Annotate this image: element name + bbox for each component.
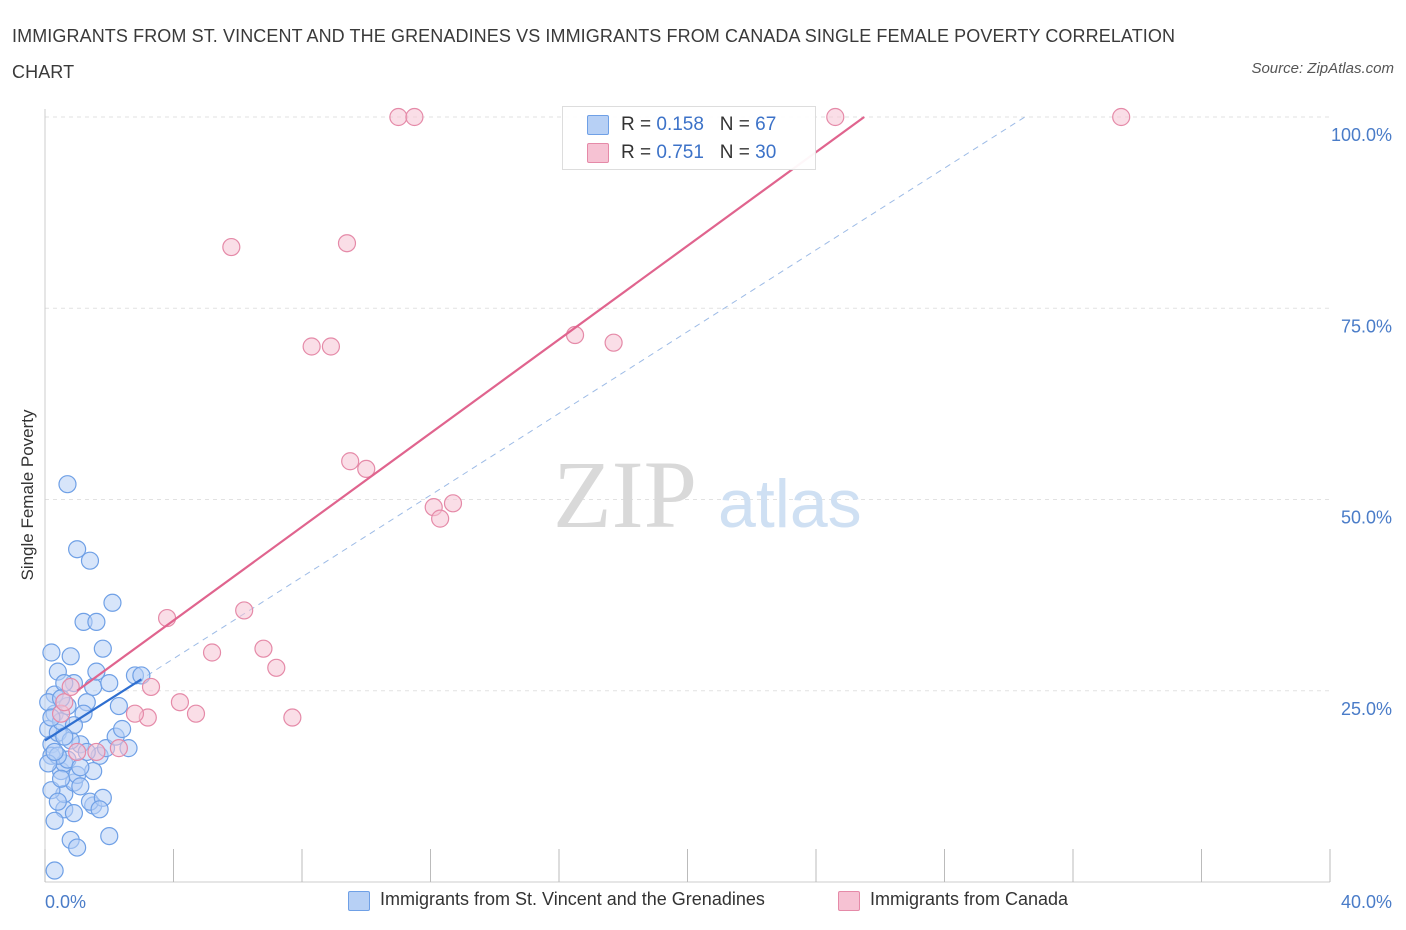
legend-r-label: R = xyxy=(621,142,657,163)
point-canada xyxy=(186,704,206,723)
point-canada xyxy=(222,237,241,257)
y-tick-label: 25.0% xyxy=(1341,699,1392,719)
point-canada xyxy=(170,693,190,712)
point-canada xyxy=(321,337,341,356)
point-stvincent xyxy=(51,769,71,788)
point-stvincent xyxy=(55,727,74,746)
legend-label-stvincent: Immigrants from St. Vincent and the Gren… xyxy=(380,889,765,909)
point-canada xyxy=(141,677,161,697)
point-canada xyxy=(283,708,302,727)
legend-n-value: 67 xyxy=(755,114,777,135)
point-stvincent xyxy=(68,838,87,857)
point-canada xyxy=(604,333,623,352)
point-canada xyxy=(431,509,450,528)
point-stvincent xyxy=(100,826,119,846)
legend-n-label: N = xyxy=(719,114,756,135)
reference-line xyxy=(44,116,1026,741)
legend-swatch-pink xyxy=(838,891,860,911)
point-canada xyxy=(87,742,106,762)
legend-r-value: 0.158 xyxy=(656,114,704,135)
point-stvincent xyxy=(109,696,128,716)
point-stvincent xyxy=(45,742,64,762)
trend-line-canada xyxy=(76,116,865,692)
point-canada xyxy=(405,107,424,127)
point-stvincent xyxy=(87,612,106,632)
point-stvincent xyxy=(93,639,112,658)
point-stvincent xyxy=(64,804,84,823)
stats-legend: R = 0.158 N = 67 R = 0.751 N = 30 xyxy=(562,106,816,170)
chart-title: IMMIGRANTS FROM ST. VINCENT AND THE GREN… xyxy=(12,26,1176,82)
legend-swatch-blue xyxy=(587,115,609,135)
watermark-zip: ZIP xyxy=(553,441,697,548)
point-canada xyxy=(337,234,357,253)
point-stvincent xyxy=(61,647,80,666)
point-stvincent xyxy=(103,593,122,612)
point-canada xyxy=(109,739,128,758)
point-canada xyxy=(61,677,80,697)
point-canada xyxy=(235,601,254,620)
y-tick-label: 100.0% xyxy=(1331,125,1392,145)
point-stvincent xyxy=(42,643,61,662)
legend-r-label: R = xyxy=(621,114,657,135)
point-canada xyxy=(254,639,273,658)
point-stvincent xyxy=(45,811,64,830)
point-canada xyxy=(68,742,87,762)
legend-swatch-pink xyxy=(587,143,609,163)
x-tick-label: 0.0% xyxy=(45,892,86,912)
point-stvincent xyxy=(68,540,87,559)
legend-n-label: N = xyxy=(719,142,756,163)
legend-r-value: 0.751 xyxy=(656,142,704,163)
point-stvincent xyxy=(112,719,132,739)
point-canada xyxy=(389,107,408,127)
point-canada xyxy=(125,704,145,723)
point-canada xyxy=(443,494,463,513)
legend-swatch-blue xyxy=(348,891,370,911)
point-stvincent xyxy=(90,800,109,819)
point-canada xyxy=(357,459,376,478)
point-stvincent xyxy=(45,861,64,880)
point-stvincent xyxy=(71,777,90,796)
point-canada xyxy=(202,643,222,662)
tick-labels: 25.0% 50.0% 75.0% 100.0% 0.0% 40.0% xyxy=(45,125,1392,912)
reference-dashed-line xyxy=(44,116,1026,741)
axes xyxy=(44,109,1331,883)
point-canada xyxy=(55,693,74,712)
point-canada xyxy=(302,337,321,356)
legend-n-value: 30 xyxy=(755,142,777,163)
data-points xyxy=(39,107,1131,880)
point-stvincent xyxy=(71,758,90,777)
legend-label-canada: Immigrants from Canada xyxy=(870,889,1069,909)
x-tick-label: 40.0% xyxy=(1341,892,1392,912)
trend-lines xyxy=(44,116,865,742)
watermark: ZIP atlas xyxy=(553,441,862,548)
point-stvincent xyxy=(48,792,67,811)
point-canada xyxy=(341,452,360,471)
point-stvincent xyxy=(58,475,77,494)
point-canada xyxy=(267,658,286,677)
trend-line-stvincent xyxy=(44,678,142,742)
watermark-atlas: atlas xyxy=(718,466,862,542)
point-stvincent xyxy=(84,677,103,697)
point-stvincent xyxy=(100,673,119,693)
source-label: Source: ZipAtlas.com xyxy=(1251,60,1394,77)
point-canada xyxy=(826,107,845,127)
point-canada xyxy=(1112,107,1131,127)
y-tick-label: 50.0% xyxy=(1341,508,1392,528)
y-tick-label: 75.0% xyxy=(1341,316,1392,336)
point-stvincent xyxy=(80,551,100,570)
